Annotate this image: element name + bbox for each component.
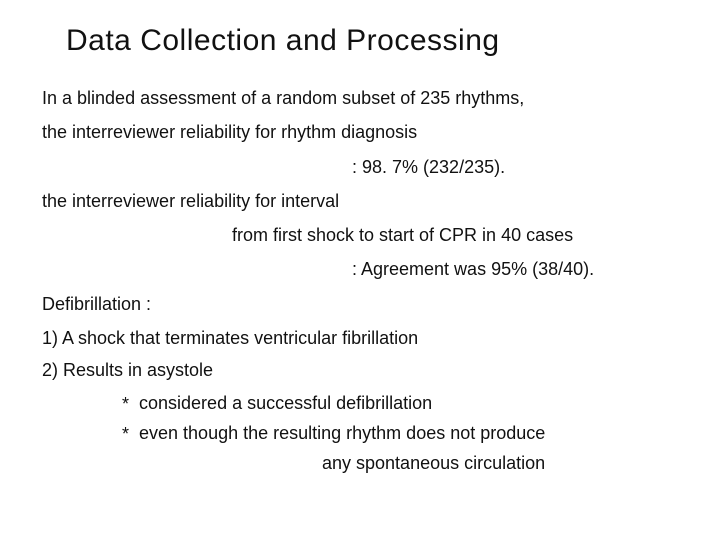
- body-line-1: In a blinded assessment of a random subs…: [42, 86, 678, 110]
- body-line-2: the interreviewer reliability for rhythm…: [42, 120, 678, 144]
- numbered-item-1: 1) A shock that terminates ventricular f…: [42, 326, 678, 350]
- bullet-text-2-continuation: any spontaneous circulation: [322, 451, 678, 475]
- slide-title: Data Collection and Processing: [66, 24, 678, 58]
- bullet-item-2: * even though the resulting rhythm does …: [122, 421, 678, 445]
- numbered-item-2: 2) Results in asystole: [42, 358, 678, 382]
- bullet-text-2: even though the resulting rhythm does no…: [139, 421, 545, 445]
- bullet-item-1: * considered a successful defibrillation: [122, 391, 678, 415]
- body-line-6-stat: : Agreement was 95% (38/40).: [352, 257, 678, 281]
- body-line-3-stat: : 98. 7% (232/235).: [352, 155, 678, 179]
- definition-label: Defibrillation :: [42, 292, 678, 316]
- bullet-text-1: considered a successful defibrillation: [139, 391, 432, 415]
- body-line-4: the interreviewer reliability for interv…: [42, 189, 678, 213]
- asterisk-icon: *: [122, 392, 129, 416]
- body-line-5: from first shock to start of CPR in 40 c…: [232, 223, 678, 247]
- asterisk-icon: *: [122, 422, 129, 446]
